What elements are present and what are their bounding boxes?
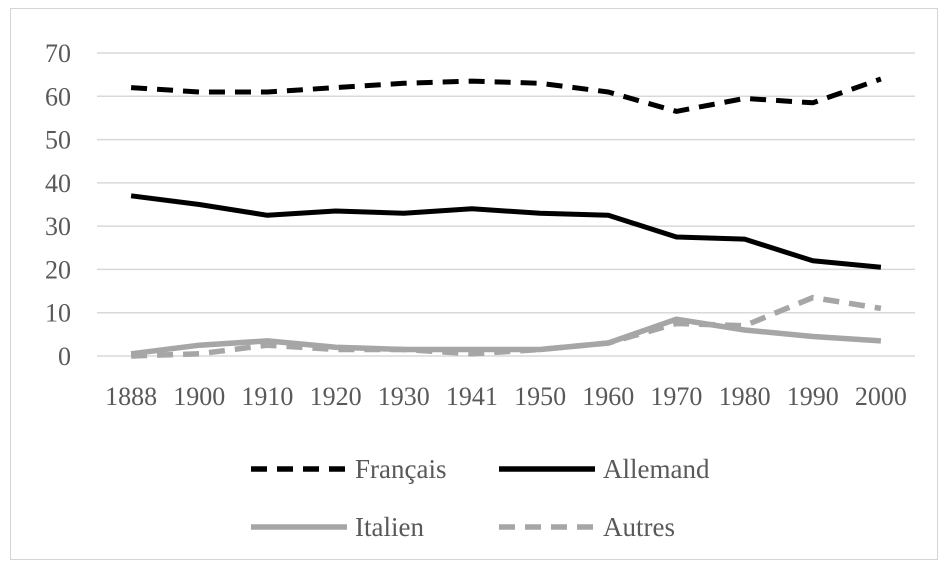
series-lines: [130, 76, 882, 359]
x-tick-label: 1960: [582, 382, 634, 411]
x-tick-label: 1970: [650, 382, 702, 411]
x-tick-label: 1920: [310, 382, 362, 411]
y-tick-label: 40: [45, 169, 71, 198]
x-tick-label: 1888: [105, 382, 157, 411]
y-tick-label: 20: [45, 255, 71, 284]
x-tick-label: 1990: [787, 382, 839, 411]
y-tick-label: 60: [45, 82, 71, 111]
series-line-autres: [131, 294, 882, 359]
y-tick-label: 30: [45, 212, 71, 241]
y-tick-label: 0: [58, 342, 71, 371]
legend-label: Français: [355, 454, 446, 484]
series-line-francais: [130, 76, 882, 114]
legend-item-italien: Italien: [251, 512, 424, 542]
y-tick-label: 70: [45, 39, 71, 68]
y-tick-label: 10: [45, 299, 71, 328]
legend-item-autres: Autres: [499, 512, 675, 542]
series-line-allemand: [130, 193, 882, 270]
legend-label: Autres: [603, 512, 675, 542]
gridlines: [97, 52, 915, 357]
legend: Français Allemand Italien Autres: [251, 454, 710, 542]
y-axis-ticks: 0 10 20 30 40 50 60 70: [45, 39, 71, 371]
legend-item-francais: Français: [251, 454, 446, 484]
x-tick-label: 1941: [446, 382, 498, 411]
x-tick-label: 1910: [241, 382, 293, 411]
legend-label: Allemand: [603, 454, 710, 484]
x-axis-ticks: 1888 1900 1910 1920 1930 1941 1950 1960 1970 1980…: [105, 382, 907, 411]
x-tick-label: 2000: [855, 382, 907, 411]
line-chart: 0 10 20 30 40 50 60 70 1888 1900 1910 1920 1930 1941…: [45, 39, 915, 542]
y-tick-label: 50: [45, 126, 71, 155]
x-tick-label: 1930: [378, 382, 430, 411]
chart-frame: 0 10 20 30 40 50 60 70 1888 1900 1910 1920 1930 1941…: [10, 8, 938, 560]
x-tick-label: 1950: [514, 382, 566, 411]
x-tick-label: 1900: [173, 382, 225, 411]
legend-label: Italien: [355, 512, 424, 542]
legend-item-allemand: Allemand: [499, 454, 710, 484]
x-tick-label: 1980: [719, 382, 771, 411]
